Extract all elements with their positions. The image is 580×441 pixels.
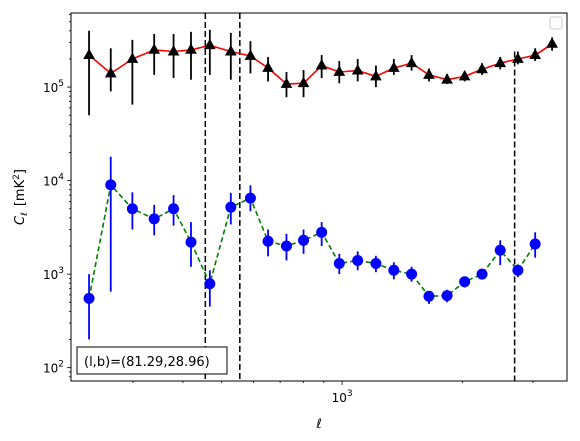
data-point: [105, 179, 117, 191]
data-point: [494, 244, 506, 256]
data-point: [297, 76, 310, 88]
data-point: [370, 69, 382, 81]
data-point: [333, 65, 346, 76]
data-point: [204, 278, 216, 290]
data-point: [423, 290, 435, 302]
y-axis-label-unit-sup: 2: [12, 174, 22, 180]
data-point: [224, 45, 237, 56]
data-point: [148, 213, 160, 225]
data-point: [126, 203, 138, 215]
data-point: [104, 66, 117, 78]
data-point: [423, 68, 435, 79]
data-point: [406, 268, 418, 280]
y-tick-label: 103: [43, 266, 64, 282]
data-point: [458, 69, 471, 81]
y-axis-label-symbol: C: [13, 215, 28, 225]
data-point: [546, 37, 558, 48]
data-point: [388, 264, 400, 276]
data-point: [225, 201, 237, 213]
data-point: [316, 226, 328, 238]
data-point: [244, 49, 257, 60]
data-point: [83, 292, 95, 304]
data-point: [512, 264, 524, 276]
data-point: [494, 56, 507, 68]
data-point: [352, 254, 364, 266]
data-point: [405, 56, 418, 68]
data-point: [441, 290, 453, 302]
data-point: [459, 276, 471, 288]
data-point: [476, 268, 488, 280]
data-point: [351, 64, 364, 75]
data-point: [441, 73, 453, 84]
data-point: [298, 234, 310, 246]
data-point: [529, 238, 541, 250]
x-axis-label: ℓ: [315, 417, 321, 432]
annotation-text: (l,b)=(81.29,28.96): [84, 355, 210, 370]
data-point: [262, 235, 274, 247]
data-point: [203, 38, 216, 50]
series-1: [83, 156, 541, 340]
data-point: [315, 59, 328, 70]
data-point: [370, 257, 382, 269]
legend-box: [549, 16, 563, 30]
plot-area: [83, 13, 558, 381]
data-point: [280, 77, 293, 88]
axes-frame: [70, 12, 568, 382]
y-axis-label: Cℓ [mK2]: [12, 169, 30, 225]
annotation-box: (l,b)=(81.29,28.96): [76, 346, 228, 375]
y-axis-label-unit-suffix: ]: [13, 169, 28, 174]
data-point: [185, 236, 197, 248]
data-point: [168, 203, 180, 215]
data-point: [333, 257, 345, 269]
data-point: [126, 52, 139, 63]
data-point: [83, 48, 95, 59]
y-tick-label: 104: [43, 173, 64, 189]
data-point: [280, 240, 292, 252]
data-point: [476, 62, 488, 74]
y-tick-label: 102: [43, 360, 64, 376]
data-point: [244, 192, 256, 204]
data-point: [529, 48, 542, 59]
axis-ticks: 102 103 104 105 103: [43, 13, 534, 405]
data-point: [167, 45, 180, 56]
y-axis-label-subscript: ℓ: [20, 212, 30, 217]
x-tick-label: 103: [332, 389, 353, 405]
data-point: [387, 61, 400, 72]
data-point: [262, 61, 274, 72]
data-point: [148, 43, 161, 54]
y-axis-label-unit-prefix: [mK: [13, 179, 28, 206]
y-tick-label: 105: [43, 79, 64, 95]
data-point: [185, 43, 197, 54]
data-point: [512, 52, 524, 63]
series-0: [83, 29, 558, 116]
